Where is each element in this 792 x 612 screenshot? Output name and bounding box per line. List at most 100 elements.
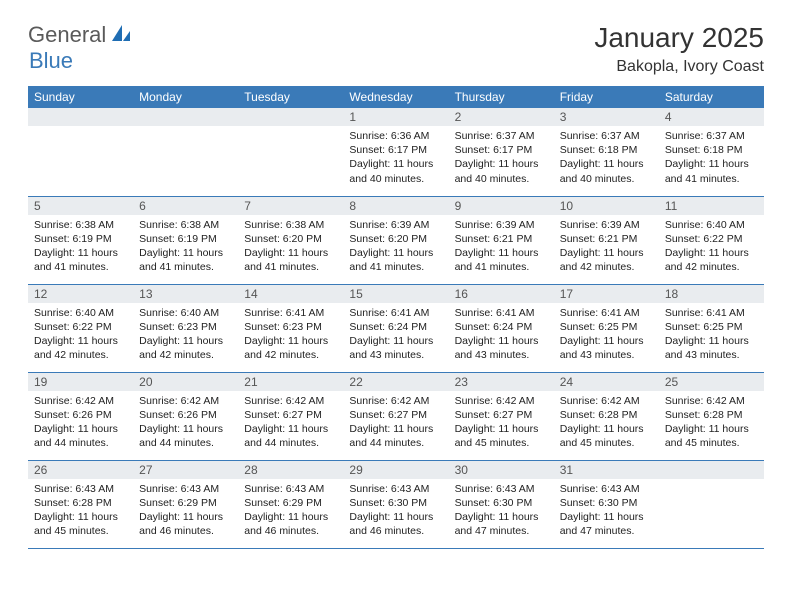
day-details: Sunrise: 6:42 AMSunset: 6:27 PMDaylight:… (449, 391, 554, 455)
logo-text-general: General (28, 22, 106, 48)
calendar-day-cell: 9Sunrise: 6:39 AMSunset: 6:21 PMDaylight… (449, 196, 554, 284)
empty-day (238, 108, 343, 126)
day-details: Sunrise: 6:41 AMSunset: 6:25 PMDaylight:… (554, 303, 659, 367)
month-title: January 2025 (594, 22, 764, 54)
empty-day (28, 108, 133, 126)
day-number: 30 (449, 461, 554, 479)
calendar-day-cell: 11Sunrise: 6:40 AMSunset: 6:22 PMDayligh… (659, 196, 764, 284)
day-details: Sunrise: 6:38 AMSunset: 6:19 PMDaylight:… (28, 215, 133, 279)
empty-day (659, 461, 764, 479)
calendar-day-cell: 18Sunrise: 6:41 AMSunset: 6:25 PMDayligh… (659, 284, 764, 372)
day-details: Sunrise: 6:43 AMSunset: 6:29 PMDaylight:… (238, 479, 343, 543)
day-details: Sunrise: 6:42 AMSunset: 6:26 PMDaylight:… (133, 391, 238, 455)
day-number: 1 (343, 108, 448, 126)
day-number: 13 (133, 285, 238, 303)
day-details: Sunrise: 6:40 AMSunset: 6:22 PMDaylight:… (659, 215, 764, 279)
calendar-day-cell: 31Sunrise: 6:43 AMSunset: 6:30 PMDayligh… (554, 460, 659, 548)
day-details: Sunrise: 6:41 AMSunset: 6:23 PMDaylight:… (238, 303, 343, 367)
day-details: Sunrise: 6:36 AMSunset: 6:17 PMDaylight:… (343, 126, 448, 190)
day-details: Sunrise: 6:43 AMSunset: 6:30 PMDaylight:… (343, 479, 448, 543)
logo-sail-icon (110, 23, 132, 48)
day-number: 15 (343, 285, 448, 303)
day-details: Sunrise: 6:41 AMSunset: 6:25 PMDaylight:… (659, 303, 764, 367)
day-details: Sunrise: 6:40 AMSunset: 6:23 PMDaylight:… (133, 303, 238, 367)
weekday-header: Sunday (28, 86, 133, 108)
calendar-table: SundayMondayTuesdayWednesdayThursdayFrid… (28, 86, 764, 549)
calendar-body: 1Sunrise: 6:36 AMSunset: 6:17 PMDaylight… (28, 108, 764, 548)
calendar-day-cell: 15Sunrise: 6:41 AMSunset: 6:24 PMDayligh… (343, 284, 448, 372)
day-number: 27 (133, 461, 238, 479)
day-number: 12 (28, 285, 133, 303)
weekday-header: Monday (133, 86, 238, 108)
day-number: 4 (659, 108, 764, 126)
logo-text-blue: Blue (29, 48, 73, 73)
day-number: 2 (449, 108, 554, 126)
day-details: Sunrise: 6:42 AMSunset: 6:28 PMDaylight:… (659, 391, 764, 455)
day-details: Sunrise: 6:43 AMSunset: 6:30 PMDaylight:… (554, 479, 659, 543)
day-details: Sunrise: 6:43 AMSunset: 6:30 PMDaylight:… (449, 479, 554, 543)
weekday-header: Tuesday (238, 86, 343, 108)
calendar-day-cell: 25Sunrise: 6:42 AMSunset: 6:28 PMDayligh… (659, 372, 764, 460)
calendar-day-cell: 30Sunrise: 6:43 AMSunset: 6:30 PMDayligh… (449, 460, 554, 548)
weekday-header: Wednesday (343, 86, 448, 108)
day-details: Sunrise: 6:42 AMSunset: 6:27 PMDaylight:… (343, 391, 448, 455)
day-number: 10 (554, 197, 659, 215)
header: General January 2025 Bakopla, Ivory Coas… (0, 0, 792, 86)
calendar-day-cell: 28Sunrise: 6:43 AMSunset: 6:29 PMDayligh… (238, 460, 343, 548)
calendar-day-cell: 14Sunrise: 6:41 AMSunset: 6:23 PMDayligh… (238, 284, 343, 372)
day-number: 17 (554, 285, 659, 303)
calendar-day-cell: 29Sunrise: 6:43 AMSunset: 6:30 PMDayligh… (343, 460, 448, 548)
calendar-day-cell: 27Sunrise: 6:43 AMSunset: 6:29 PMDayligh… (133, 460, 238, 548)
calendar-day-cell: 10Sunrise: 6:39 AMSunset: 6:21 PMDayligh… (554, 196, 659, 284)
weekday-header: Saturday (659, 86, 764, 108)
logo-subline: Blue (29, 48, 73, 74)
calendar-day-cell: 17Sunrise: 6:41 AMSunset: 6:25 PMDayligh… (554, 284, 659, 372)
calendar-day-cell: 7Sunrise: 6:38 AMSunset: 6:20 PMDaylight… (238, 196, 343, 284)
calendar-day-cell: 19Sunrise: 6:42 AMSunset: 6:26 PMDayligh… (28, 372, 133, 460)
weekday-header: Friday (554, 86, 659, 108)
day-details: Sunrise: 6:39 AMSunset: 6:21 PMDaylight:… (554, 215, 659, 279)
day-details: Sunrise: 6:42 AMSunset: 6:28 PMDaylight:… (554, 391, 659, 455)
day-details: Sunrise: 6:40 AMSunset: 6:22 PMDaylight:… (28, 303, 133, 367)
calendar-day-cell: 2Sunrise: 6:37 AMSunset: 6:17 PMDaylight… (449, 108, 554, 196)
weekday-header: Thursday (449, 86, 554, 108)
calendar-day-cell: 6Sunrise: 6:38 AMSunset: 6:19 PMDaylight… (133, 196, 238, 284)
calendar-week-row: 1Sunrise: 6:36 AMSunset: 6:17 PMDaylight… (28, 108, 764, 196)
weekday-header-row: SundayMondayTuesdayWednesdayThursdayFrid… (28, 86, 764, 108)
day-details: Sunrise: 6:38 AMSunset: 6:20 PMDaylight:… (238, 215, 343, 279)
day-number: 8 (343, 197, 448, 215)
calendar-day-cell (133, 108, 238, 196)
day-number: 21 (238, 373, 343, 391)
calendar-day-cell: 22Sunrise: 6:42 AMSunset: 6:27 PMDayligh… (343, 372, 448, 460)
calendar-day-cell (28, 108, 133, 196)
day-details: Sunrise: 6:38 AMSunset: 6:19 PMDaylight:… (133, 215, 238, 279)
calendar-day-cell: 20Sunrise: 6:42 AMSunset: 6:26 PMDayligh… (133, 372, 238, 460)
day-number: 20 (133, 373, 238, 391)
calendar-day-cell (238, 108, 343, 196)
calendar-week-row: 26Sunrise: 6:43 AMSunset: 6:28 PMDayligh… (28, 460, 764, 548)
calendar-day-cell: 26Sunrise: 6:43 AMSunset: 6:28 PMDayligh… (28, 460, 133, 548)
calendar-day-cell: 1Sunrise: 6:36 AMSunset: 6:17 PMDaylight… (343, 108, 448, 196)
day-details: Sunrise: 6:37 AMSunset: 6:17 PMDaylight:… (449, 126, 554, 190)
calendar-week-row: 12Sunrise: 6:40 AMSunset: 6:22 PMDayligh… (28, 284, 764, 372)
calendar-day-cell: 24Sunrise: 6:42 AMSunset: 6:28 PMDayligh… (554, 372, 659, 460)
day-details: Sunrise: 6:43 AMSunset: 6:28 PMDaylight:… (28, 479, 133, 543)
day-number: 19 (28, 373, 133, 391)
calendar-day-cell: 5Sunrise: 6:38 AMSunset: 6:19 PMDaylight… (28, 196, 133, 284)
calendar-day-cell: 23Sunrise: 6:42 AMSunset: 6:27 PMDayligh… (449, 372, 554, 460)
empty-day (133, 108, 238, 126)
calendar-day-cell: 3Sunrise: 6:37 AMSunset: 6:18 PMDaylight… (554, 108, 659, 196)
day-number: 9 (449, 197, 554, 215)
day-number: 24 (554, 373, 659, 391)
calendar-day-cell: 12Sunrise: 6:40 AMSunset: 6:22 PMDayligh… (28, 284, 133, 372)
day-details: Sunrise: 6:41 AMSunset: 6:24 PMDaylight:… (343, 303, 448, 367)
day-details: Sunrise: 6:37 AMSunset: 6:18 PMDaylight:… (659, 126, 764, 190)
calendar-day-cell: 21Sunrise: 6:42 AMSunset: 6:27 PMDayligh… (238, 372, 343, 460)
day-number: 16 (449, 285, 554, 303)
day-number: 5 (28, 197, 133, 215)
day-number: 28 (238, 461, 343, 479)
calendar-day-cell: 16Sunrise: 6:41 AMSunset: 6:24 PMDayligh… (449, 284, 554, 372)
calendar-week-row: 5Sunrise: 6:38 AMSunset: 6:19 PMDaylight… (28, 196, 764, 284)
day-details: Sunrise: 6:42 AMSunset: 6:27 PMDaylight:… (238, 391, 343, 455)
day-number: 23 (449, 373, 554, 391)
